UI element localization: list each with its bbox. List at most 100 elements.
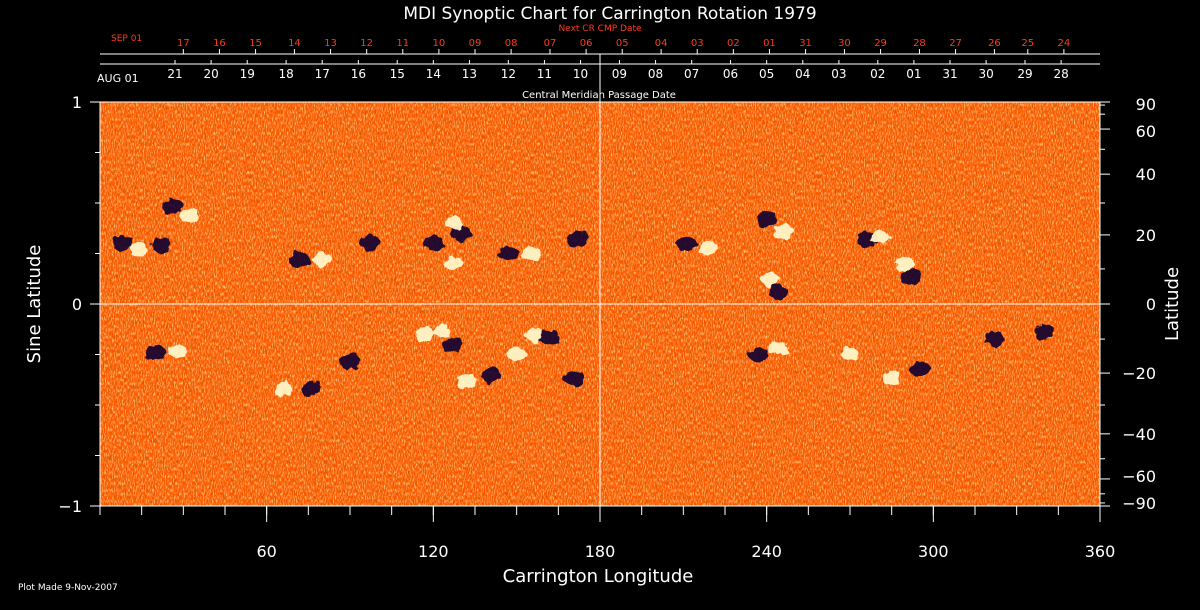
magnetic-feature-positive <box>457 373 476 388</box>
latitude-tick-label: −90 <box>1122 494 1156 513</box>
magnetic-feature-negative <box>112 235 133 252</box>
latitude-tick-label: 60 <box>1136 122 1156 141</box>
cmp-date-label: 08 <box>648 67 663 81</box>
magnetic-feature-positive <box>313 252 332 267</box>
y-axis-left-title: Sine Latitude <box>24 245 45 364</box>
next-date-label: 08 <box>505 38 518 49</box>
cmp-date-label: 29 <box>1017 67 1032 81</box>
magnetic-feature-negative <box>162 199 183 216</box>
latitude-tick-label: −20 <box>1122 364 1156 383</box>
cmp-date-label: 03 <box>831 67 846 81</box>
magnetic-feature-positive <box>168 343 187 358</box>
magnetic-feature-negative <box>1034 324 1055 341</box>
x-tick-label: 60 <box>256 542 276 561</box>
magnetic-feature-negative <box>340 352 360 369</box>
next-date-label: 26 <box>988 38 1001 49</box>
cmp-date-label: 02 <box>870 67 885 81</box>
x-tick-label: 300 <box>918 542 949 561</box>
next-date-label: 17 <box>177 38 190 49</box>
next-date-label: 02 <box>727 38 740 49</box>
next-date-label: 01 <box>763 38 776 49</box>
magnetic-feature-positive <box>524 329 543 344</box>
cmp-date-label: 31 <box>942 67 957 81</box>
cmp-date-label: 16 <box>351 67 366 81</box>
magnetic-feature-positive <box>446 216 465 231</box>
next-axis-title: Next CR CMP Date <box>558 24 642 34</box>
next-cmp-date-axis: SEP 01 Next CR CMP Date 17 16 15 14 13 12 11 10… <box>100 24 1100 55</box>
next-date-label: 29 <box>874 38 887 49</box>
cmp-date-label: 18 <box>278 67 293 81</box>
magnetic-feature-positive <box>871 230 890 245</box>
x-axis: 60 120 180 240 300 360 <box>99 506 1116 561</box>
magnetic-feature-positive <box>521 246 540 261</box>
next-date-label: 27 <box>949 38 962 49</box>
next-date-label: 10 <box>433 38 446 49</box>
magnetic-feature-negative <box>984 330 1005 347</box>
cmp-date-label: 21 <box>167 67 182 81</box>
y-left-tick-label: 1 <box>72 93 82 112</box>
cmp-date-label: 01 <box>906 67 921 81</box>
cmp-date-label: 17 <box>315 67 330 81</box>
chart-title: MDI Synoptic Chart for Carrington Rotati… <box>403 4 816 24</box>
magnetic-feature-positive <box>896 256 915 271</box>
next-date-label: 16 <box>213 38 226 49</box>
x-axis-title: Carrington Longitude <box>503 566 694 587</box>
magnetic-feature-positive <box>768 341 787 356</box>
cmp-date-label: 05 <box>759 67 774 81</box>
cmp-date-label: 13 <box>462 67 477 81</box>
magnetic-feature-positive <box>882 371 901 386</box>
next-date-start-label: SEP 01 <box>111 34 142 44</box>
cmp-date-label: 10 <box>573 67 588 81</box>
cmp-date-label: 14 <box>426 67 441 81</box>
magnetic-feature-positive <box>760 272 779 287</box>
next-date-label: 03 <box>691 38 704 49</box>
cmp-axis-title: Central Meridian Passage Date <box>522 90 676 101</box>
magnetic-feature-negative <box>567 231 588 248</box>
cmp-date-label: 20 <box>203 67 218 81</box>
next-date-label: 28 <box>913 38 926 49</box>
next-date-label: 30 <box>838 38 851 49</box>
magnetic-feature-negative <box>748 346 769 363</box>
next-date-label: 15 <box>249 38 262 49</box>
magnetic-feature-positive <box>507 347 526 362</box>
next-date-label: 12 <box>360 38 373 49</box>
latitude-tick-label: 0 <box>1146 295 1156 314</box>
magnetic-feature-negative <box>498 245 519 262</box>
y-axis-right: 90 60 40 20 0 −20 −40 −60 −90 <box>1100 95 1156 513</box>
magnetic-feature-negative <box>481 366 502 383</box>
next-date-label: 25 <box>1021 38 1034 49</box>
magnetic-feature-positive <box>274 381 293 396</box>
latitude-tick-label: −40 <box>1122 425 1156 444</box>
cmp-date-label: 06 <box>723 67 738 81</box>
latitude-tick-label: −60 <box>1122 467 1156 486</box>
cmp-date-axis: AUG 01 Central Meridian Passage Date 21 2… <box>97 60 1100 101</box>
cmp-date-label: 04 <box>795 67 810 81</box>
magnetic-feature-negative <box>540 330 560 347</box>
latitude-tick-label: 20 <box>1136 226 1156 245</box>
y-left-tick-label: −1 <box>58 497 82 516</box>
next-date-label: 13 <box>324 38 337 49</box>
y-left-tick-label: 0 <box>72 295 82 314</box>
plot-made-footer: Plot Made 9-Nov-2007 <box>18 583 118 593</box>
cmp-date-label: 11 <box>537 67 552 81</box>
magnetic-feature-positive <box>432 323 451 338</box>
cmp-date-label: 28 <box>1053 67 1068 81</box>
next-date-label: 11 <box>396 38 409 49</box>
next-date-label: 24 <box>1058 38 1071 49</box>
magnetic-feature-positive <box>129 242 148 257</box>
latitude-tick-label: 90 <box>1136 95 1156 114</box>
magnetic-feature-negative <box>301 380 322 397</box>
x-tick-label: 120 <box>418 542 449 561</box>
magnetic-feature-positive <box>699 240 718 255</box>
y-axis-left: 1 0 −1 <box>58 93 100 516</box>
cmp-date-label: 15 <box>390 67 405 81</box>
next-date-label: 05 <box>616 38 629 49</box>
x-tick-label: 360 <box>1085 542 1116 561</box>
next-date-label: 31 <box>799 38 812 49</box>
magnetic-feature-negative <box>290 251 310 268</box>
next-date-label: 07 <box>544 38 557 49</box>
magnetic-feature-negative <box>359 235 380 252</box>
magnetic-feature-negative <box>565 370 585 387</box>
magnetic-feature-positive <box>841 347 859 362</box>
